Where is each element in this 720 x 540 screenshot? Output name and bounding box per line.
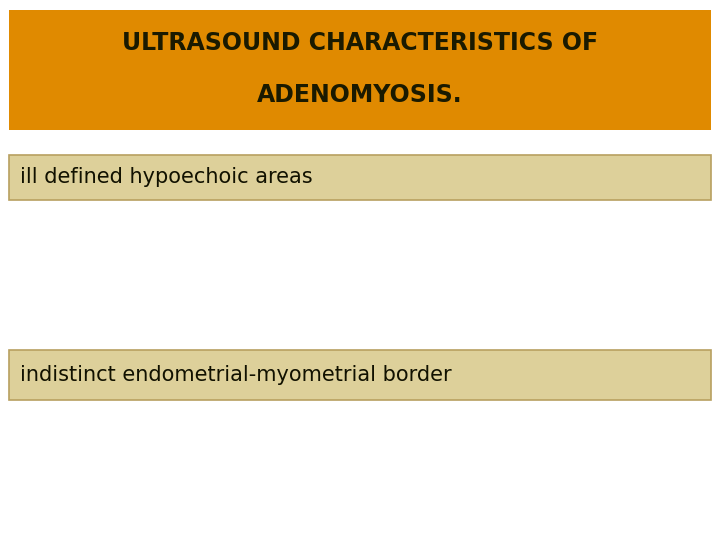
Text: indistinct endometrial-myometrial border: indistinct endometrial-myometrial border <box>20 365 451 385</box>
Text: ULTRASOUND CHARACTERISTICS OF: ULTRASOUND CHARACTERISTICS OF <box>122 31 598 55</box>
FancyBboxPatch shape <box>9 155 711 200</box>
FancyBboxPatch shape <box>9 350 711 400</box>
Text: ADENOMYOSIS.: ADENOMYOSIS. <box>257 83 463 106</box>
FancyBboxPatch shape <box>9 10 711 130</box>
Text: ill defined hypoechoic areas: ill defined hypoechoic areas <box>20 167 312 187</box>
